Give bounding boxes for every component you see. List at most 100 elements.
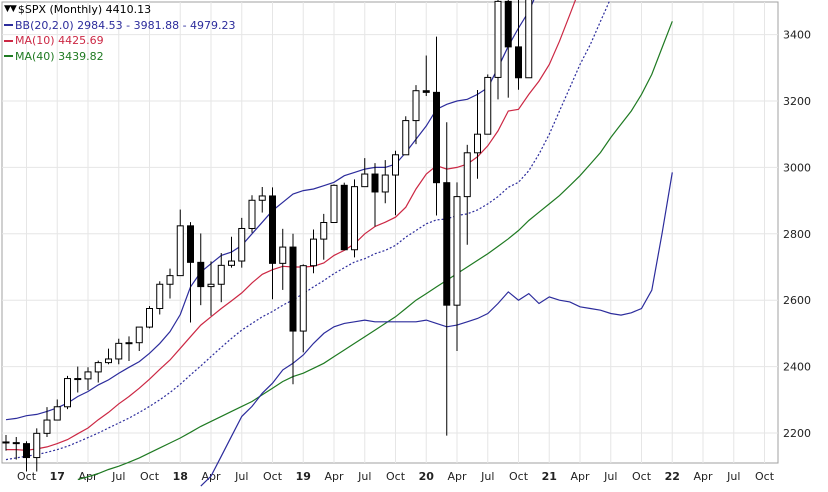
candle-body [289,246,297,332]
x-tick-label: Jul [111,470,125,483]
legend-item-ma40: MA(40) 3439.82 [4,49,236,65]
x-tick-label: Oct [263,470,283,483]
candle-body [412,90,420,122]
y-tick-label: 3400 [783,29,811,42]
candle-body [105,358,112,364]
ma10-line [6,0,577,451]
candle-body [53,406,61,421]
x-tick-label: Oct [509,470,529,483]
candle-body [258,195,266,201]
candle-body [228,260,235,266]
candle-body [238,227,246,262]
candle-body [187,225,194,263]
candle-body [371,173,379,193]
candle-body [515,46,522,79]
candle-body [2,441,10,444]
candle-body [443,182,451,306]
x-tick-label: 17 [50,470,65,483]
x-tick-label: Jul [603,470,617,483]
x-tick-label: Oct [17,470,37,483]
candle-body [166,275,174,285]
candle-body [94,362,102,373]
candle-body [381,174,389,193]
legend-label-ma10: MA(10) 4425.69 [15,34,104,47]
chart-title: $SPX (Monthly) 4410.13 [17,3,152,16]
legend-title-row: ▼▼ $SPX (Monthly) 4410.13 [4,2,236,18]
x-tick-label: Oct [140,470,160,483]
x-tick-label: Oct [632,470,652,483]
candle-body [299,265,307,332]
ma40-line [77,21,673,481]
x-tick-label: Apr [324,470,344,483]
candle-body [351,186,358,251]
y-tick-label: 2200 [783,427,811,440]
candle-body [330,184,338,224]
legend-item-bb: BB(20,2.0) 2984.53 - 3981.88 - 4979.23 [4,18,236,34]
x-tick-label: Jul [357,470,371,483]
x-tick-label: 22 [665,470,680,483]
legend-swatch-ma40 [4,55,13,58]
candle-body [310,238,317,267]
candle-body [320,222,328,240]
x-tick-label: 19 [296,470,311,483]
candle-body [422,90,430,93]
bb-upper-line [5,0,535,421]
candle-body [84,371,92,380]
legend: ▼▼ $SPX (Monthly) 4410.13 BB(20,2.0) 298… [4,2,236,64]
candle-body [463,152,471,198]
y-tick-label: 2800 [783,228,811,241]
x-tick-label: Jul [234,470,248,483]
candle-body [146,308,153,328]
y-tick-label: 2600 [783,294,811,307]
x-tick-label: Apr [693,470,713,483]
candle-body [525,0,533,79]
x-tick-label: Apr [447,470,467,483]
candle-body [504,0,512,48]
candle-body [115,342,123,360]
candle-body [12,442,20,445]
candle-body [361,173,369,188]
y-tick-label: 3200 [783,95,811,108]
candle-body [74,378,82,381]
legend-label-ma40: MA(40) 3439.82 [15,49,104,63]
legend-label-bb: BB(20,2.0) 2984.53 - 3981.88 - 4979.23 [15,18,236,32]
y-tick-label: 3000 [783,161,811,174]
legend-swatch-bb [4,24,13,27]
candle-body [248,199,256,229]
candle-body [176,225,184,277]
candle-body [207,283,215,288]
candle-body [340,184,348,251]
candle-body [197,261,205,288]
candle-body [217,264,225,285]
x-tick-label: Jul [726,470,740,483]
bb-middle-line [5,0,611,461]
candlestick-icon: ▼▼ [4,4,17,14]
candle-body [269,195,276,264]
candle-body [279,246,287,264]
legend-swatch-ma10 [4,39,13,42]
x-tick-label: Oct [755,470,775,483]
y-tick-label: 2400 [783,361,811,374]
candle-body [433,91,440,184]
candle-body [43,419,51,434]
candle-body [23,443,30,459]
legend-item-ma10: MA(10) 4425.69 [4,33,236,49]
bb-lower-line [200,172,673,487]
candle-body [125,342,133,345]
candle-body [453,196,461,306]
candle-body [402,120,410,156]
candle-body [392,154,399,176]
x-tick-label: Jul [480,470,494,483]
candle-body [474,133,481,154]
candle-body [484,76,492,135]
candle-body [156,283,164,310]
candle-body [33,432,41,459]
candle-body [64,378,71,408]
x-tick-label: 18 [173,470,188,483]
candle-body [135,326,143,344]
x-tick-label: Oct [386,470,406,483]
x-tick-label: 21 [542,470,557,483]
x-tick-label: Apr [570,470,590,483]
